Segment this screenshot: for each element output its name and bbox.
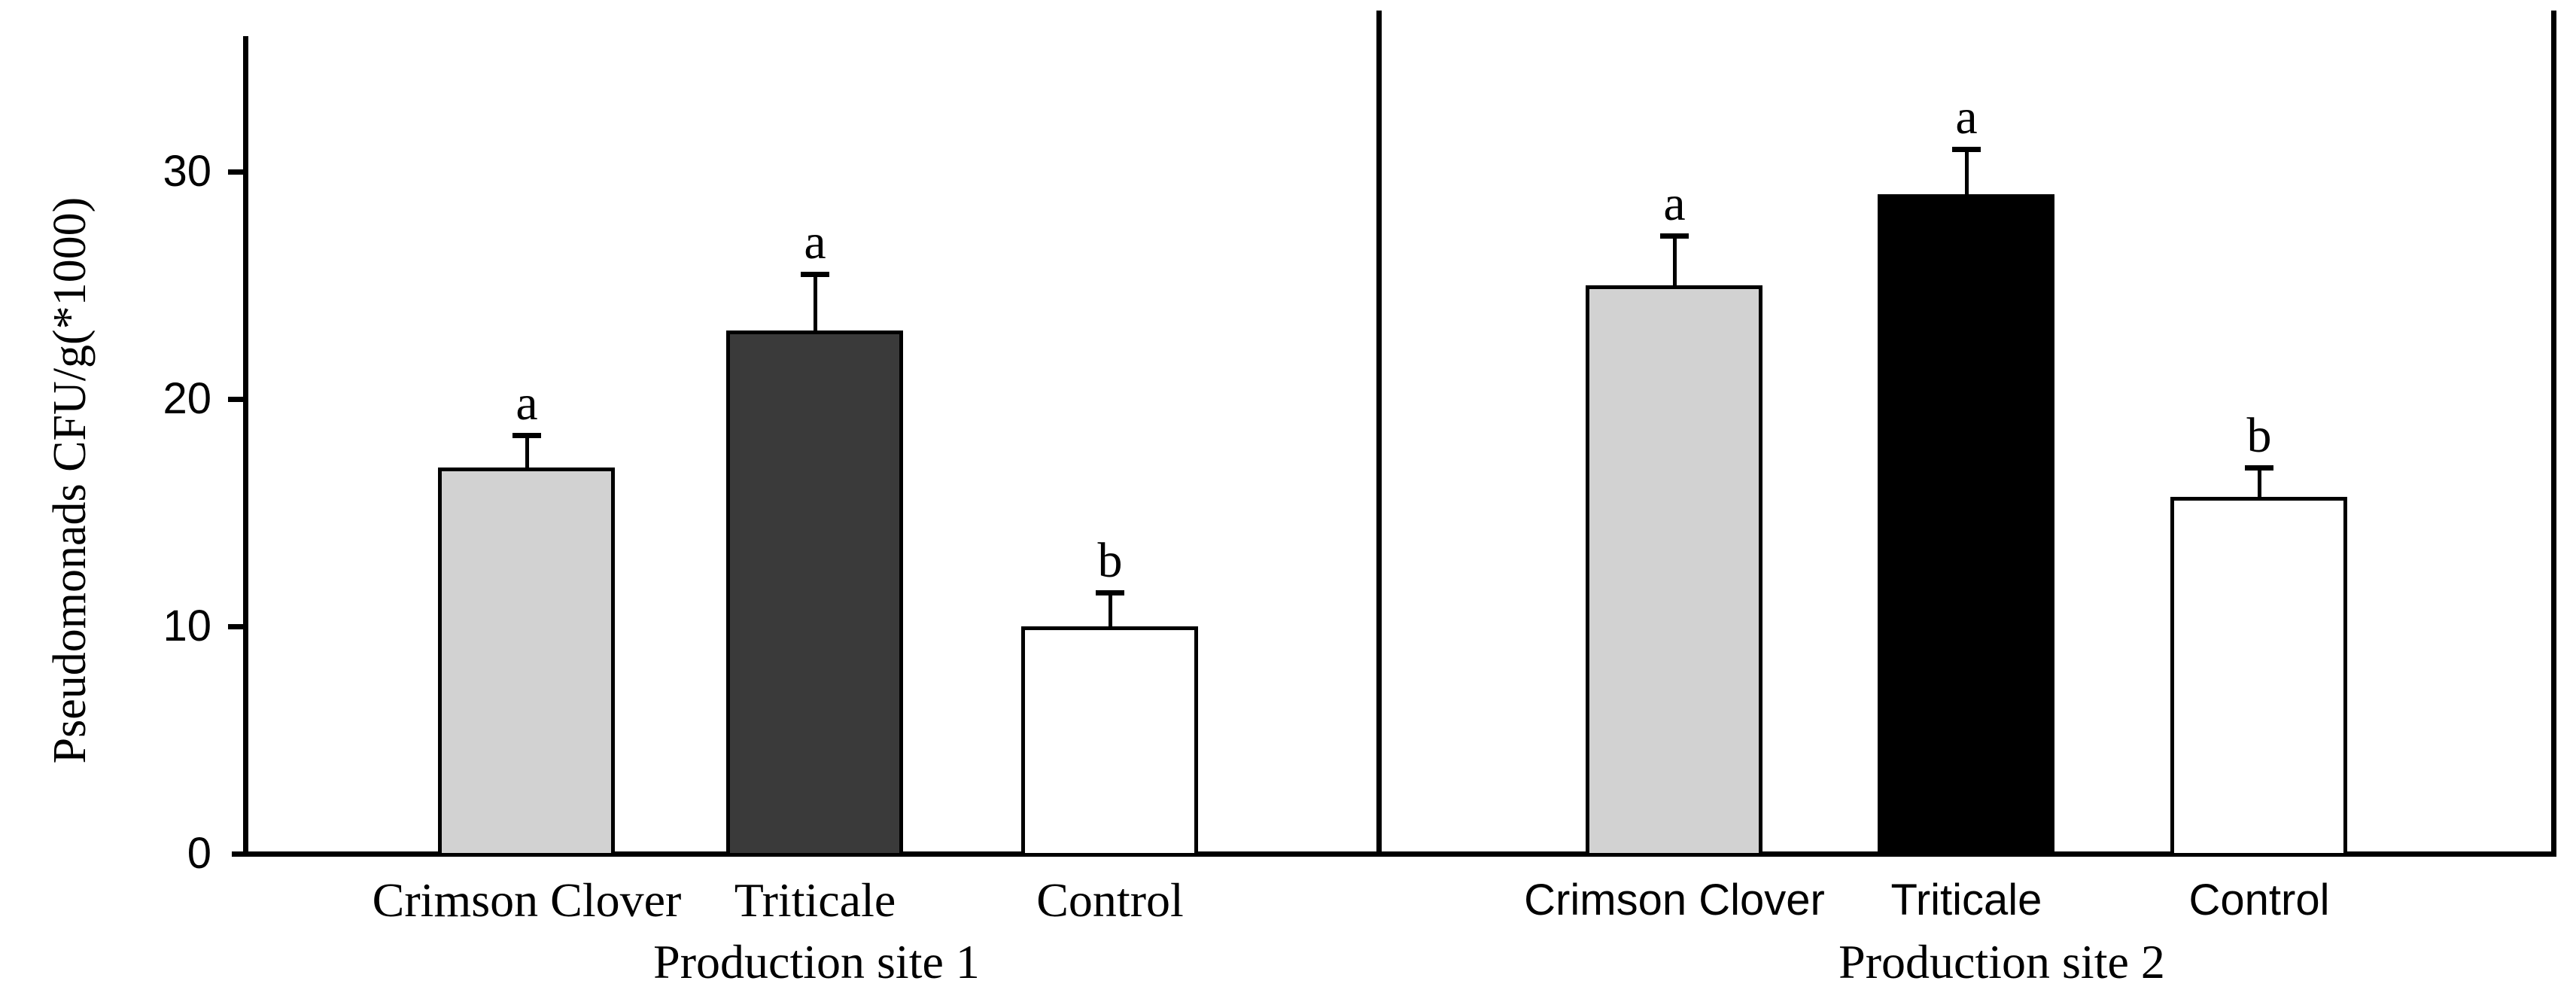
category-label-site1-triticale: Triticale — [734, 873, 896, 927]
y-tick-label-0: 0 — [187, 829, 211, 878]
sig-letter-site1-triticale: a — [804, 215, 826, 270]
error-bar-cap-site2-crimson-clover — [1660, 233, 1689, 239]
error-bar-cap-site1-crimson-clover — [512, 433, 541, 438]
panel-divider-line — [1376, 11, 1382, 857]
category-label-site1-control: Control — [1036, 873, 1184, 927]
error-bar-cap-site2-triticale — [1952, 147, 1981, 152]
y-axis-line — [243, 36, 248, 857]
y-tick-label-10: 10 — [163, 602, 211, 650]
error-bar-stem-site1-crimson-clover — [525, 435, 529, 470]
right-border-line — [2551, 11, 2556, 857]
bar-site2-control — [2170, 497, 2347, 857]
x-axis-title-site1: Production site 1 — [653, 935, 980, 988]
y-tick-30 — [228, 169, 243, 175]
error-bar-stem-site1-control — [1109, 592, 1112, 629]
sig-letter-site2-crimson-clover: a — [1663, 176, 1686, 231]
bar-site2-triticale — [1878, 194, 2054, 857]
category-label-site2-control: Control — [2188, 876, 2330, 924]
category-label-site2-crimson-clover: Crimson Clover — [1524, 876, 1825, 924]
bar-site2-crimson-clover — [1586, 285, 1762, 857]
category-label-site1-crimson-clover: Crimson Clover — [372, 873, 682, 927]
bar-site1-control — [1021, 626, 1198, 857]
bar-site1-triticale — [726, 330, 903, 857]
y-tick-label-20: 20 — [163, 374, 211, 423]
error-bar-cap-site1-triticale — [801, 272, 829, 277]
x-axis-title-site2: Production site 2 — [1838, 935, 2165, 988]
bar-site1-crimson-clover — [438, 468, 615, 857]
error-bar-stem-site2-crimson-clover — [1673, 236, 1677, 288]
sig-letter-site1-crimson-clover: a — [516, 376, 538, 431]
y-axis-title: Pseudomonads CFU/g(*1000) — [44, 196, 96, 764]
error-bar-cap-site1-control — [1096, 590, 1124, 595]
category-label-site2-triticale: Triticale — [1890, 876, 2042, 924]
error-bar-stem-site1-triticale — [814, 274, 817, 333]
sig-letter-site1-control: b — [1097, 533, 1123, 588]
x-axis-baseline — [232, 851, 2556, 857]
sig-letter-site2-control: b — [2246, 408, 2272, 463]
y-tick-10 — [228, 624, 243, 629]
sig-letter-site2-triticale: a — [1955, 90, 1978, 145]
y-tick-label-30: 30 — [163, 147, 211, 196]
error-bar-stem-site2-control — [2258, 468, 2261, 499]
error-bar-cap-site2-control — [2245, 465, 2273, 471]
error-bar-stem-site2-triticale — [1965, 149, 1969, 196]
y-tick-20 — [228, 397, 243, 402]
